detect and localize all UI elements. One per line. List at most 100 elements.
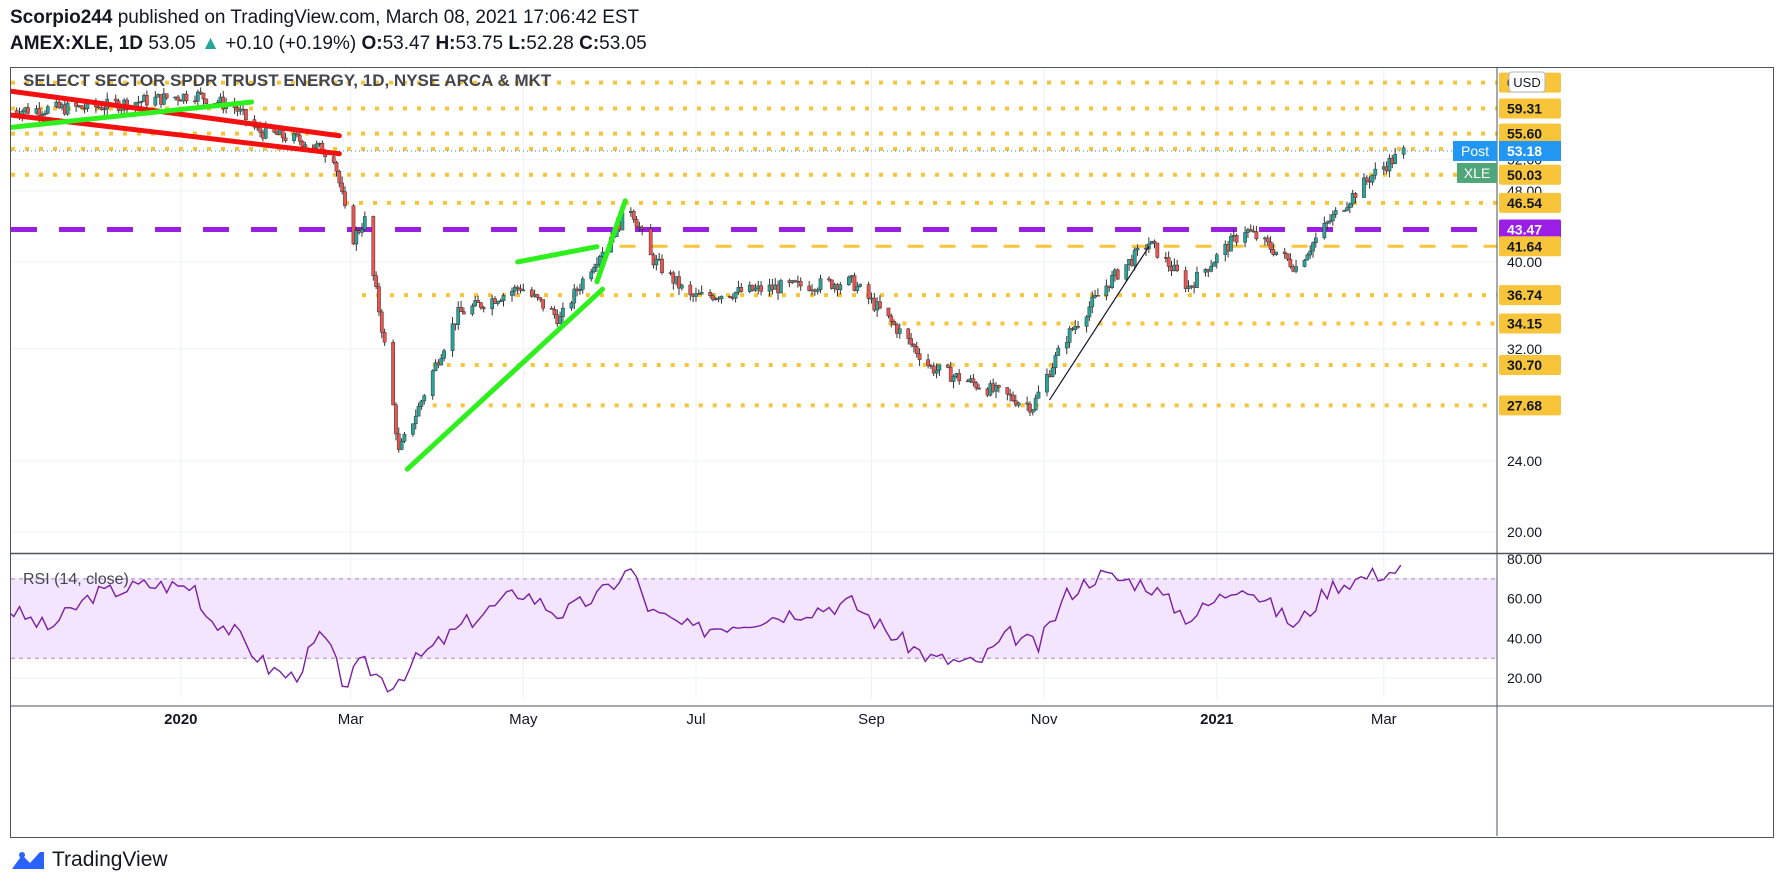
candle-body bbox=[362, 216, 367, 230]
candle-body bbox=[1243, 232, 1247, 243]
trend-line-black[interactable] bbox=[1049, 246, 1150, 401]
candle-body bbox=[99, 106, 104, 110]
candle-body bbox=[102, 108, 107, 111]
close-value: 53.05 bbox=[599, 33, 647, 54]
candle-body bbox=[391, 341, 395, 406]
candle-body bbox=[578, 289, 582, 292]
candle-body bbox=[450, 323, 455, 351]
level-label-box bbox=[1499, 98, 1561, 119]
candle-body bbox=[1064, 342, 1069, 349]
candle-body bbox=[481, 307, 486, 310]
candle-body bbox=[512, 286, 517, 292]
chart-frame[interactable]: 2020MarMayJulSepNov2021Mar52.0048.0040.0… bbox=[10, 67, 1774, 838]
candle-body bbox=[597, 256, 602, 265]
tradingview-logo[interactable]: TradingView bbox=[10, 848, 168, 872]
candle-body bbox=[1362, 177, 1366, 198]
candle-body bbox=[818, 278, 823, 290]
candle-body bbox=[1152, 240, 1157, 244]
candle-body bbox=[739, 287, 744, 292]
candle-body bbox=[538, 297, 543, 300]
candle-body bbox=[549, 308, 554, 310]
level-label-box bbox=[1499, 123, 1561, 144]
candle-body bbox=[1229, 236, 1233, 252]
level-label-box bbox=[1499, 395, 1561, 416]
candle-body bbox=[164, 93, 169, 99]
trend-line-green[interactable] bbox=[11, 99, 255, 130]
candle-body bbox=[1067, 328, 1072, 343]
x-tick-label: Jul bbox=[686, 711, 705, 728]
author-name[interactable]: Scorpio244 bbox=[10, 7, 113, 28]
candle-body bbox=[139, 101, 144, 103]
open-value: 53.47 bbox=[382, 33, 431, 54]
candle-body bbox=[1353, 193, 1358, 198]
candle-body bbox=[161, 93, 166, 105]
candle-body bbox=[1076, 326, 1080, 328]
trend-line-green[interactable] bbox=[404, 286, 606, 472]
candle-body bbox=[838, 284, 843, 291]
level-label: 46.54 bbox=[1507, 195, 1542, 211]
candle-body bbox=[779, 280, 783, 294]
candle-body bbox=[495, 301, 500, 304]
trend-line-red[interactable] bbox=[11, 88, 342, 139]
trend-line-green[interactable] bbox=[515, 244, 600, 265]
candle-body bbox=[926, 359, 930, 366]
candle-body bbox=[1195, 272, 1199, 288]
candle-body bbox=[855, 286, 860, 291]
candle-body bbox=[195, 91, 200, 102]
candle-body bbox=[892, 321, 896, 325]
publish-details: published on TradingView.com, March 08, … bbox=[117, 7, 640, 28]
currency-box[interactable] bbox=[1508, 71, 1546, 93]
level-label-box bbox=[1499, 236, 1561, 257]
high-value: 53.75 bbox=[455, 33, 504, 54]
candle-body bbox=[951, 376, 956, 382]
trend-line-green[interactable] bbox=[594, 198, 628, 285]
candle-body bbox=[807, 285, 812, 291]
open-label: O: bbox=[361, 33, 383, 54]
symbol-label: AMEX:XLE, 1D bbox=[10, 33, 144, 54]
candle-body bbox=[897, 328, 902, 334]
candle-body bbox=[65, 102, 70, 115]
candle-body bbox=[909, 338, 913, 345]
candle-body bbox=[198, 91, 203, 94]
price-chart[interactable]: 2020MarMayJulSepNov2021Mar52.0048.0040.0… bbox=[11, 68, 1773, 837]
candle-body bbox=[145, 95, 149, 106]
candle-body bbox=[1186, 286, 1191, 289]
candle-body bbox=[334, 162, 339, 172]
post-badge bbox=[1453, 140, 1497, 161]
candle-body bbox=[589, 271, 594, 280]
candle-body bbox=[79, 105, 84, 109]
candle-body bbox=[1254, 231, 1259, 240]
candle-body bbox=[343, 191, 347, 206]
candle-body bbox=[1110, 275, 1114, 289]
candle-body bbox=[654, 258, 659, 266]
candle-body bbox=[1214, 254, 1219, 264]
candle-body bbox=[750, 284, 755, 291]
candle-body bbox=[337, 171, 342, 184]
candle-body bbox=[1305, 254, 1310, 261]
candle-body bbox=[470, 305, 475, 315]
candle-body bbox=[413, 415, 418, 425]
candle-body bbox=[1265, 237, 1270, 243]
candle-body bbox=[43, 113, 47, 115]
candle-body bbox=[430, 370, 435, 396]
candle-body bbox=[1212, 262, 1216, 267]
candle-body bbox=[1036, 391, 1041, 399]
candle-body bbox=[1282, 251, 1287, 254]
symbol-badge-label: XLE bbox=[1464, 165, 1490, 181]
candle-body bbox=[1135, 247, 1140, 251]
candle-body bbox=[1050, 367, 1055, 377]
symbol-badge bbox=[1457, 162, 1497, 183]
candle-body bbox=[912, 344, 916, 347]
candle-body bbox=[442, 350, 446, 359]
candle-body bbox=[1016, 402, 1021, 406]
currency-label: USD bbox=[1513, 75, 1540, 90]
candle-body bbox=[937, 364, 942, 371]
candle-body bbox=[280, 129, 285, 139]
candle-body bbox=[26, 107, 30, 114]
candle-body bbox=[201, 92, 206, 100]
candle-body bbox=[1209, 266, 1213, 272]
candle-body bbox=[518, 288, 523, 291]
candle-body bbox=[858, 284, 862, 287]
candle-body bbox=[1090, 296, 1095, 308]
candle-body bbox=[974, 382, 979, 389]
